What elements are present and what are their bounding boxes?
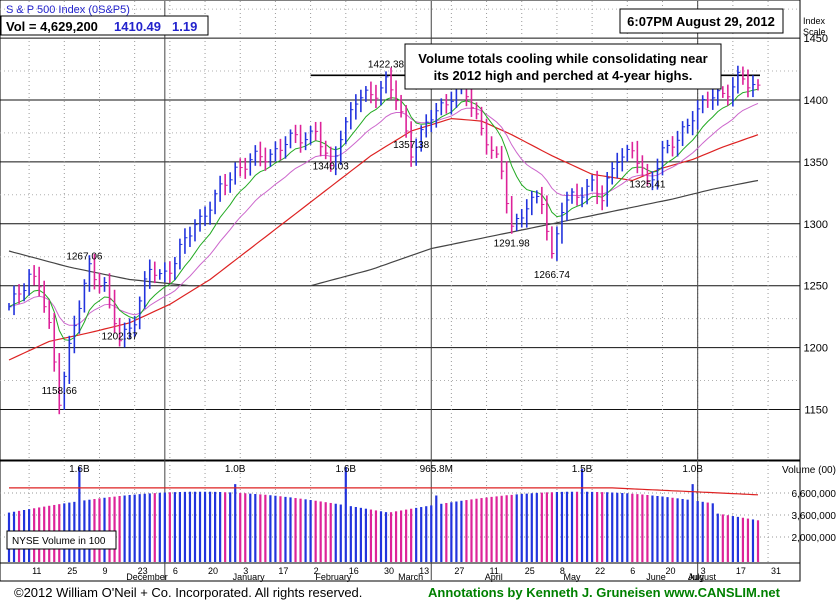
date-tick-label: 6 (173, 566, 178, 576)
axis-caption-scale: Scale (803, 27, 826, 37)
date-tick-label: 17 (736, 566, 746, 576)
volume-tick-label: 2,000,000 (792, 533, 837, 544)
volume-annotation: 1.5B (572, 464, 593, 475)
date-tick-label: 25 (67, 566, 77, 576)
price-change: 1.19 (172, 19, 197, 34)
date-tick-label: 20 (208, 566, 218, 576)
date-tick-label: 16 (349, 566, 359, 576)
month-label: March (398, 572, 423, 582)
date-tick-label: 3 (701, 566, 706, 576)
date-tick-label: 30 (384, 566, 394, 576)
date-tick-label: 25 (525, 566, 535, 576)
volume-annotation: 1.0B (225, 464, 246, 475)
last-price: 1410.49 (114, 19, 161, 34)
price-annotation: 1422.38 (368, 59, 405, 70)
date-tick-label: 11 (32, 566, 41, 576)
date-tick-label: 3 (243, 566, 248, 576)
date-tick-label: 13 (419, 566, 429, 576)
month-label: August (688, 572, 717, 582)
month-label: January (233, 572, 266, 582)
timestamp-box (619, 8, 784, 34)
date-tick-label: 9 (102, 566, 107, 576)
price-tick-label: 1300 (804, 219, 828, 231)
annotation-box (404, 43, 722, 90)
volume-annotation: 1.0B (682, 464, 703, 475)
volume-axis-label: Volume (00) (782, 465, 836, 476)
date-tick-label: 6 (630, 566, 635, 576)
month-label: July (688, 572, 705, 582)
month-label: February (315, 572, 352, 582)
ma21-line (8, 102, 759, 326)
date-tick-label: 11 (490, 566, 499, 576)
date-tick-label: 20 (665, 566, 675, 576)
date-tick-label: 8 (560, 566, 565, 576)
month-label: April (485, 572, 503, 582)
price-annotation: 1202.37 (102, 332, 139, 343)
month-label: December (126, 572, 168, 582)
date-band (0, 562, 801, 582)
series-layer (7, 65, 761, 562)
volume-annotation: 1.6B (336, 464, 357, 475)
date-tick-label: 27 (454, 566, 464, 576)
price-annotation: 1291.98 (494, 239, 531, 250)
month-label: May (564, 572, 582, 582)
price-tick-label: 1150 (804, 404, 828, 416)
price-tick-label: 1350 (804, 157, 828, 169)
date-tick-label: 31 (771, 566, 781, 576)
price-annotation: 1340.03 (313, 161, 350, 172)
axis-caption-index: Index (803, 16, 826, 26)
price-annotation: 1325.41 (629, 179, 666, 190)
price-tick-label: 1250 (804, 281, 828, 293)
volume-tick-label: 3,600,000 (792, 511, 837, 522)
ma10-line (8, 88, 759, 341)
volume-average-line (9, 487, 759, 496)
date-tick-label: 17 (278, 566, 288, 576)
date-tick-label: 23 (138, 566, 148, 576)
annotation-line-2: its 2012 high and perched at 4-year high… (434, 68, 693, 83)
stats-box (0, 15, 209, 36)
volume-tick-label: 6,600,000 (792, 489, 837, 500)
ma50-line (8, 117, 759, 361)
volume-legend-box (6, 530, 117, 550)
month-label: June (646, 572, 666, 582)
volume-legend: NYSE Volume in 100 (12, 536, 106, 547)
timestamp: 6:07PM August 29, 2012 (627, 14, 775, 29)
date-tick-label: 22 (595, 566, 605, 576)
price-annotation: 1357.38 (393, 140, 430, 151)
volume-annotation: 965.8M (420, 464, 453, 475)
ma200-line (8, 179, 759, 287)
price-annotation: 1266.74 (534, 270, 571, 281)
price-annotation: 1267.06 (66, 252, 103, 263)
price-tick-label: 1200 (804, 343, 828, 355)
volume-annotation: 1.6B (69, 464, 90, 475)
price-tick-label: 1400 (804, 95, 828, 107)
volume-readout: Vol = 4,629,200 (6, 19, 98, 34)
copyright-text: ©2012 William O'Neil + Co. Incorporated.… (14, 585, 363, 600)
price-annotation: 1158.66 (42, 386, 78, 397)
price-tick-label: 1450 (804, 33, 828, 45)
chart-title: S & P 500 Index (0S&P5) (6, 4, 130, 16)
date-tick-label: 2 (314, 566, 319, 576)
annotation-line-1: Volume totals cooling while consolidatin… (418, 51, 707, 66)
annotations-credit: Annotations by Kenneth J. Gruneisen www.… (428, 585, 780, 600)
